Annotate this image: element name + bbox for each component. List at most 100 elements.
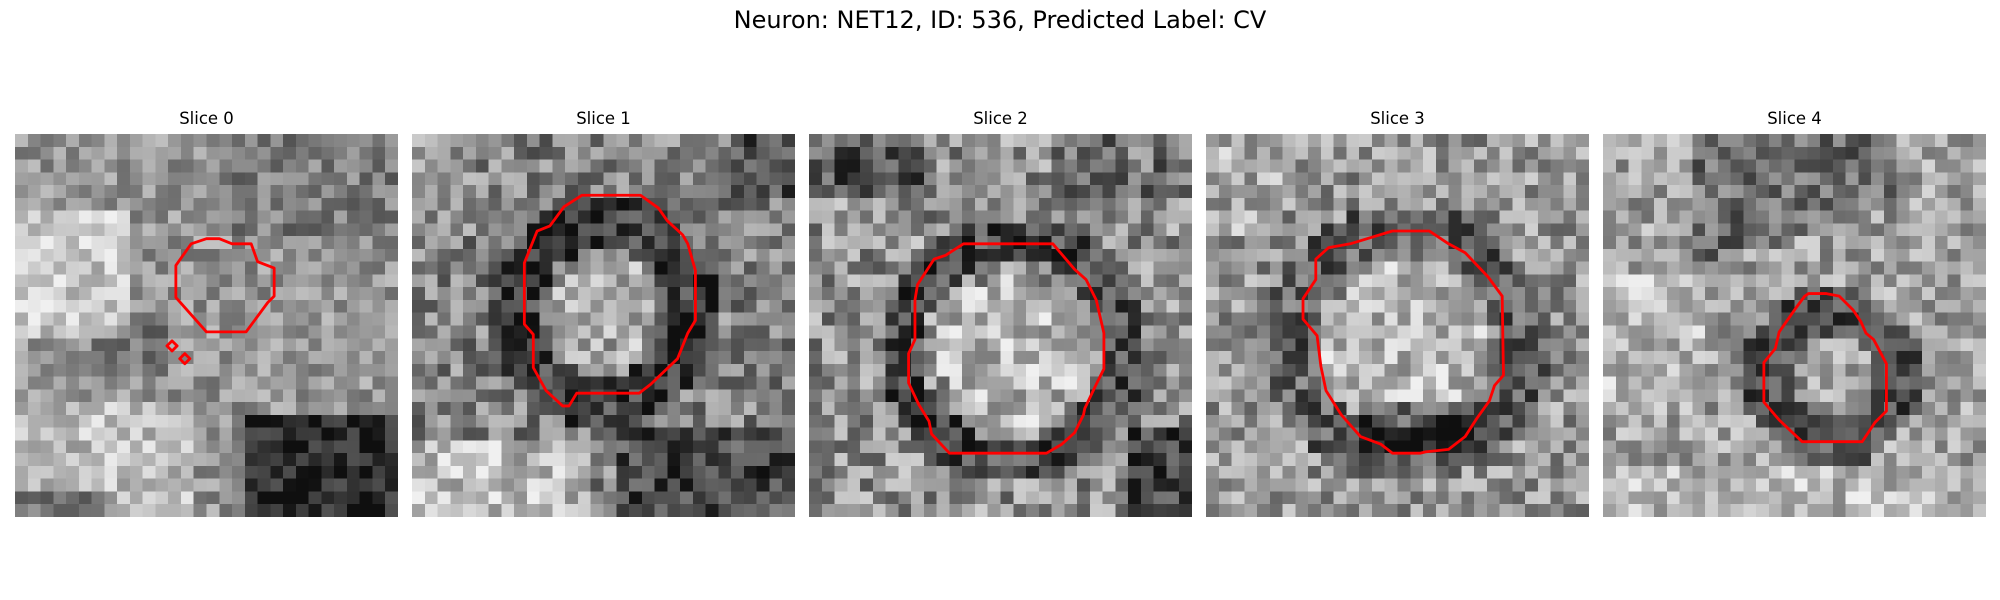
pixel xyxy=(1641,261,1655,275)
pixel xyxy=(206,287,220,301)
pixel xyxy=(437,351,451,365)
pixel xyxy=(1461,363,1475,377)
pixel xyxy=(1206,223,1220,237)
pixel xyxy=(911,299,925,313)
pixel xyxy=(1550,338,1564,352)
pixel xyxy=(308,172,322,186)
pixel xyxy=(743,491,757,505)
pixel xyxy=(1871,248,1885,262)
pixel xyxy=(232,414,246,428)
pixel xyxy=(1026,491,1040,505)
pixel xyxy=(244,453,258,467)
pixel xyxy=(244,351,258,365)
pixel xyxy=(1423,325,1437,339)
pixel xyxy=(450,223,464,237)
pixel xyxy=(1486,338,1500,352)
pixel xyxy=(603,146,617,160)
pixel xyxy=(1026,465,1040,479)
pixel xyxy=(1615,223,1629,237)
pixel xyxy=(53,478,67,492)
pixel xyxy=(705,440,719,454)
pixel xyxy=(1295,465,1309,479)
pixel xyxy=(1615,427,1629,441)
pixel xyxy=(590,491,604,505)
pixel xyxy=(603,491,617,505)
pixel xyxy=(1883,197,1897,211)
pixel xyxy=(1756,299,1770,313)
pixel xyxy=(1115,453,1129,467)
pixel xyxy=(667,389,681,403)
pixel xyxy=(475,427,489,441)
pixel xyxy=(1038,414,1052,428)
pixel xyxy=(1576,440,1589,454)
pixel xyxy=(66,325,80,339)
pixel xyxy=(756,299,770,313)
pixel xyxy=(782,453,795,467)
pixel xyxy=(1102,376,1116,390)
pixel xyxy=(334,338,348,352)
pixel xyxy=(1231,440,1245,454)
pixel xyxy=(424,363,438,377)
pixel xyxy=(782,440,795,454)
pixel xyxy=(1550,146,1564,160)
pixel xyxy=(1807,134,1821,148)
pixel xyxy=(1909,236,1923,250)
pixel xyxy=(359,504,373,517)
pixel xyxy=(526,478,540,492)
pixel xyxy=(15,427,29,441)
pixel xyxy=(1000,402,1014,416)
pixel xyxy=(680,261,694,275)
pixel xyxy=(1333,248,1347,262)
pixel xyxy=(526,453,540,467)
pixel xyxy=(180,427,194,441)
pixel xyxy=(514,325,528,339)
pixel xyxy=(359,248,373,262)
pixel xyxy=(155,197,169,211)
pixel xyxy=(718,427,732,441)
pixel xyxy=(923,134,937,148)
pixel xyxy=(129,453,143,467)
pixel xyxy=(1537,427,1551,441)
pixel xyxy=(1244,248,1258,262)
pixel xyxy=(15,453,29,467)
pixel xyxy=(1346,172,1360,186)
pixel xyxy=(1371,287,1385,301)
pixel xyxy=(244,223,258,237)
pixel xyxy=(1346,185,1360,199)
pixel xyxy=(654,236,668,250)
pixel xyxy=(1257,491,1271,505)
pixel xyxy=(809,427,823,441)
pixel xyxy=(1615,491,1629,505)
pixel xyxy=(1320,363,1334,377)
pixel xyxy=(1756,248,1770,262)
pixel xyxy=(1448,248,1462,262)
pixel xyxy=(53,159,67,173)
pixel xyxy=(1000,465,1014,479)
pixel xyxy=(1269,185,1283,199)
pixel xyxy=(629,453,643,467)
pixel xyxy=(1179,402,1192,416)
pixel xyxy=(1026,223,1040,237)
pixel xyxy=(257,312,271,326)
pixel xyxy=(1218,478,1232,492)
pixel xyxy=(1359,376,1373,390)
pixel xyxy=(1206,287,1220,301)
pixel xyxy=(1743,197,1757,211)
pixel xyxy=(1153,248,1167,262)
pixel xyxy=(372,274,386,288)
pixel xyxy=(168,248,182,262)
pixel xyxy=(552,248,566,262)
pixel xyxy=(1346,465,1360,479)
pixel xyxy=(821,248,835,262)
pixel xyxy=(782,363,795,377)
pixel xyxy=(590,351,604,365)
pixel xyxy=(1397,325,1411,339)
pixel xyxy=(450,197,464,211)
pixel xyxy=(1628,491,1642,505)
pixel xyxy=(1512,478,1526,492)
pixel xyxy=(346,223,360,237)
pixel xyxy=(1845,351,1859,365)
pixel xyxy=(206,197,220,211)
pixel xyxy=(1140,197,1154,211)
pixel xyxy=(769,261,783,275)
